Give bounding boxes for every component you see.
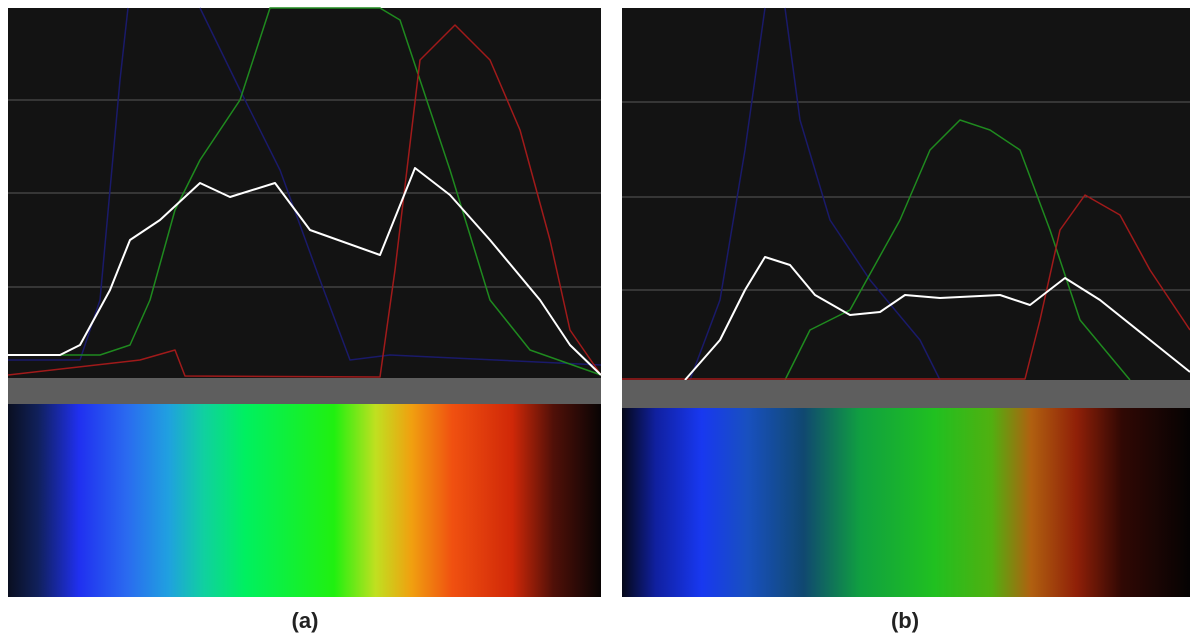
panel-a: (a) bbox=[7, 7, 602, 633]
blue-curve bbox=[784, 7, 941, 381]
green-curve bbox=[784, 119, 1131, 381]
red-curve bbox=[7, 24, 602, 378]
plot-area bbox=[622, 8, 1190, 380]
green-curve bbox=[8, 7, 602, 376]
guide-lines bbox=[8, 99, 601, 288]
white-curve bbox=[8, 167, 602, 376]
panel-b: (b) bbox=[622, 7, 1190, 633]
red-curve bbox=[622, 194, 1190, 380]
separator-bar bbox=[622, 380, 1190, 408]
blue-curve bbox=[8, 7, 129, 361]
panel-label: (a) bbox=[292, 608, 319, 633]
white-curve bbox=[684, 256, 1190, 381]
separator-bar bbox=[8, 378, 601, 404]
panel-label: (b) bbox=[891, 608, 919, 633]
spectrum-image bbox=[622, 408, 1190, 597]
blue-curve bbox=[689, 7, 766, 381]
blue-curve bbox=[199, 7, 602, 366]
guide-lines bbox=[622, 101, 1190, 291]
spectrum-image bbox=[8, 404, 601, 597]
